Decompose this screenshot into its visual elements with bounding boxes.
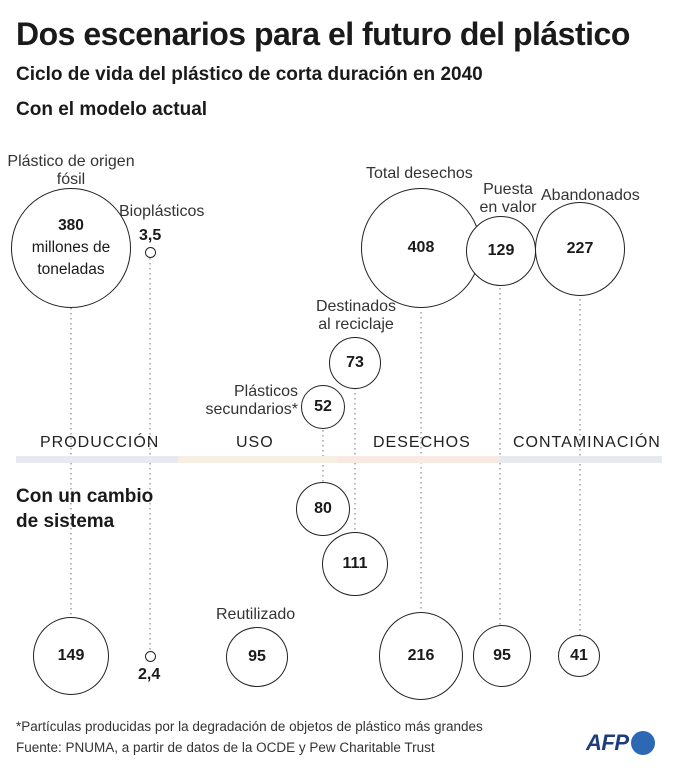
phase-band-pollution xyxy=(500,456,662,463)
label-recycling: Destinados al reciclaje xyxy=(315,298,397,333)
label-total-waste: Total desechos xyxy=(366,165,473,182)
page-title: Dos escenarios para el futuro del plásti… xyxy=(16,16,630,52)
phase-use: USO xyxy=(236,434,274,451)
afp-logo: AFP xyxy=(586,730,655,756)
phase-production: PRODUCCIÓN xyxy=(40,434,160,451)
circle-bio-change xyxy=(145,651,156,662)
scenario-current-heading: Con el modelo actual xyxy=(16,99,208,120)
circle-reused-change: 95 xyxy=(226,627,288,687)
circle-valorized-change: 95 xyxy=(473,625,531,687)
phase-band-use xyxy=(178,456,338,463)
phase-band-waste xyxy=(338,456,500,463)
circle-abandoned-change: 41 xyxy=(558,635,600,677)
phase-pollution: CONTAMINACIÓN xyxy=(513,434,661,451)
label-bio: Bioplásticos xyxy=(119,203,205,220)
circle-secondary-change: 80 xyxy=(296,482,350,536)
circle-secondary-current: 52 xyxy=(301,385,345,429)
page-subtitle: Ciclo de vida del plástico de corta dura… xyxy=(16,64,483,85)
phase-waste: DESECHOS xyxy=(373,434,471,451)
source: Fuente: PNUMA, a partir de datos de la O… xyxy=(16,740,435,755)
value-bio-current: 3,5 xyxy=(139,227,162,244)
circle-valorized-current: 129 xyxy=(466,216,536,286)
circle-recycling-current: 73 xyxy=(329,337,381,389)
label-abandoned: Abandonados xyxy=(541,187,640,204)
circle-waste-change: 216 xyxy=(379,612,463,700)
label-valorized: Puesta en valor xyxy=(479,181,537,216)
circle-bio-current xyxy=(145,247,156,258)
circle-fossil-change: 149 xyxy=(33,617,109,695)
scenario-change-heading: Con un cambio de sistema xyxy=(16,486,154,532)
label-fossil: Plástico de origen fósil xyxy=(7,153,135,188)
afp-logo-text: AFP xyxy=(586,730,629,755)
footnote: *Partículas producidas por la degradació… xyxy=(16,719,483,734)
circle-fossil-current: 380 millones de toneladas xyxy=(11,188,131,308)
label-secondary: Plásticos secundarios* xyxy=(205,383,299,418)
label-reused: Reutilizado xyxy=(216,606,296,623)
circle-abandoned-current: 227 xyxy=(535,202,625,296)
circle-waste-current: 408 xyxy=(361,188,481,308)
afp-logo-dot-icon xyxy=(630,731,655,755)
phase-band-production xyxy=(16,456,178,463)
circle-recycling-change: 111 xyxy=(322,532,388,596)
value-bio-change: 2,4 xyxy=(138,666,161,683)
